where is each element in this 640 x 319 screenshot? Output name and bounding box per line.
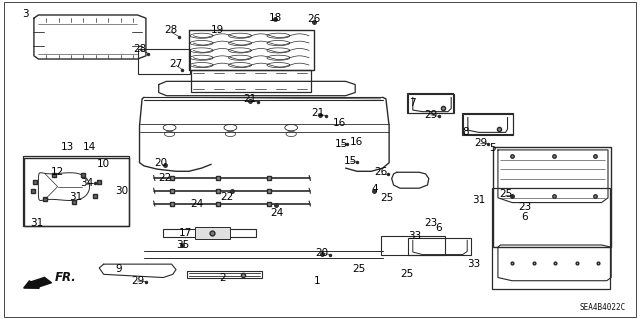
Text: 34: 34 — [80, 178, 93, 189]
Text: 15: 15 — [335, 138, 348, 149]
Bar — [138, 49, 190, 74]
Text: 14: 14 — [83, 142, 96, 152]
Text: 26: 26 — [307, 14, 320, 24]
Text: 15: 15 — [344, 156, 357, 166]
Text: 28: 28 — [164, 25, 177, 35]
Bar — [195, 227, 230, 239]
Text: 4: 4 — [371, 184, 378, 194]
Text: 24: 24 — [191, 198, 204, 209]
Text: SEA4B4022C: SEA4B4022C — [580, 303, 626, 312]
Text: 5: 5 — [490, 143, 496, 153]
Text: 20: 20 — [316, 248, 328, 258]
Bar — [462, 113, 513, 135]
Bar — [187, 271, 262, 278]
Bar — [492, 188, 610, 289]
Text: 29: 29 — [474, 138, 487, 148]
Text: 29: 29 — [131, 276, 144, 286]
Bar — [407, 93, 453, 113]
Text: 23: 23 — [424, 218, 437, 228]
Bar — [408, 94, 454, 113]
Text: 25: 25 — [381, 193, 394, 203]
Text: 8: 8 — [463, 127, 469, 137]
Text: 33: 33 — [467, 259, 480, 269]
Text: 28: 28 — [133, 44, 146, 54]
Text: 1: 1 — [314, 276, 320, 286]
Text: 20: 20 — [155, 158, 168, 168]
Text: 3: 3 — [22, 9, 29, 19]
Bar — [381, 236, 445, 255]
Text: 22: 22 — [159, 173, 172, 183]
Text: 19: 19 — [211, 25, 224, 35]
Text: 23: 23 — [518, 202, 531, 212]
Bar — [24, 158, 129, 226]
Text: 6: 6 — [522, 212, 528, 222]
Bar — [191, 70, 311, 92]
Bar — [493, 147, 611, 247]
Text: 18: 18 — [269, 13, 282, 23]
Text: 21: 21 — [312, 108, 324, 118]
Text: 26: 26 — [374, 167, 387, 177]
Text: 31: 31 — [472, 195, 485, 205]
Text: 30: 30 — [115, 186, 128, 197]
Text: 13: 13 — [61, 142, 74, 152]
Text: 35: 35 — [176, 240, 189, 250]
Text: FR.: FR. — [54, 271, 76, 284]
Bar — [163, 229, 256, 237]
Text: 16: 16 — [333, 118, 346, 129]
Text: 6: 6 — [435, 223, 442, 233]
Bar — [408, 238, 471, 255]
Text: 25: 25 — [400, 269, 413, 279]
Text: 31: 31 — [31, 218, 44, 228]
Text: 27: 27 — [170, 59, 182, 69]
Bar — [23, 156, 129, 226]
Text: 22: 22 — [221, 192, 234, 202]
Text: 2: 2 — [220, 272, 226, 283]
Text: 29: 29 — [424, 110, 437, 120]
FancyArrow shape — [24, 278, 51, 288]
Bar — [463, 114, 513, 134]
Text: 17: 17 — [179, 228, 192, 238]
Text: 33: 33 — [408, 231, 421, 241]
Text: 16: 16 — [350, 137, 363, 147]
Text: 10: 10 — [97, 159, 110, 169]
Text: 21: 21 — [243, 94, 256, 104]
Text: 7: 7 — [410, 98, 416, 108]
Text: 31: 31 — [69, 192, 82, 202]
Text: 24: 24 — [270, 208, 283, 218]
Text: 25: 25 — [352, 264, 365, 274]
Text: 25: 25 — [499, 189, 512, 199]
Text: 12: 12 — [51, 167, 64, 177]
Text: 9: 9 — [115, 264, 122, 274]
